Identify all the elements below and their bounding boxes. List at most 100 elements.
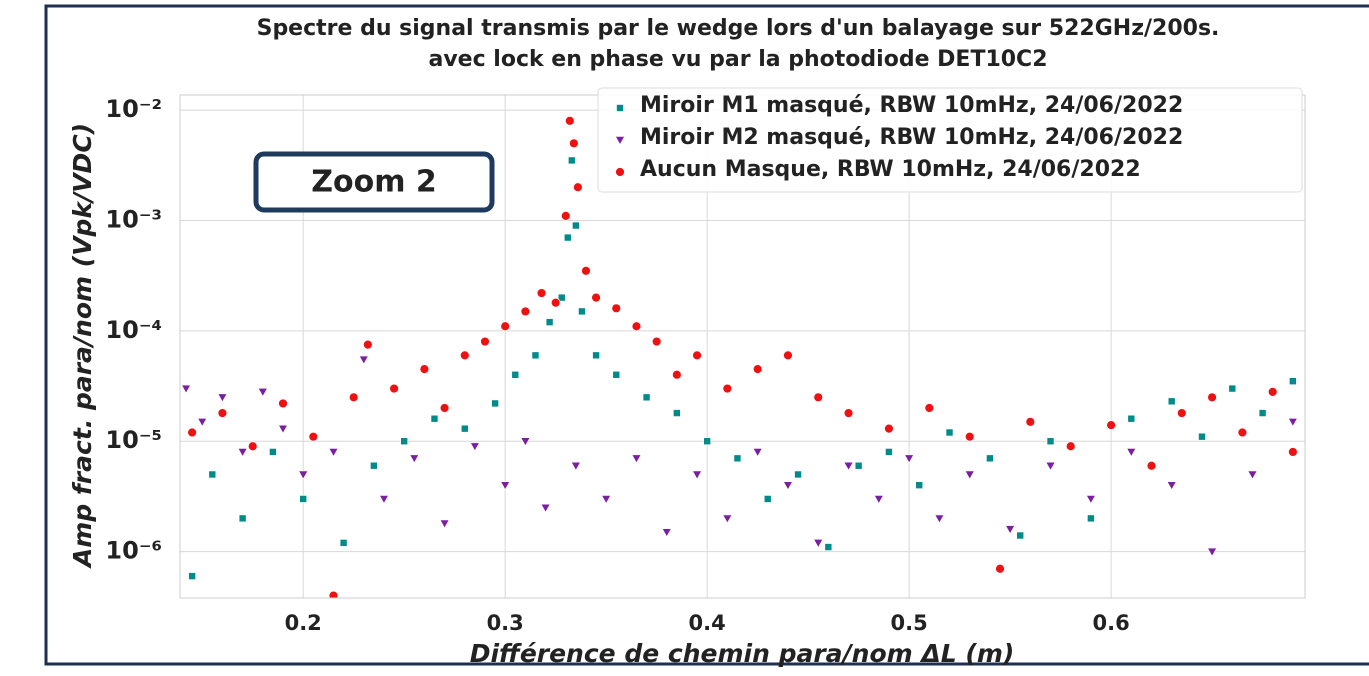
point [568,138,579,149]
point [578,307,586,316]
point [238,514,247,523]
point [884,423,894,434]
point [631,321,642,332]
point [873,495,884,505]
point [964,431,975,442]
point [247,441,258,452]
chart-title: Spectre du signal transmis par le wedge … [257,16,1220,41]
point [703,437,711,446]
point [564,115,575,126]
point [1005,525,1016,535]
point [964,470,975,480]
point [480,336,490,347]
point [491,399,499,408]
point [1207,392,1217,403]
point [520,306,531,317]
y-axis-label: Amp fract. para/nom (Vpk/VDC) [68,123,97,569]
point [460,424,469,433]
point [1287,417,1298,427]
point [995,563,1005,574]
point [257,388,268,397]
legend-label: Aucun Masque, RBW 10mHz, 24/06/2022 [640,157,1141,182]
point [188,572,196,580]
point [601,495,612,505]
point [1247,470,1258,480]
point [752,448,763,458]
point [572,221,580,230]
point [400,437,408,446]
point [269,448,277,456]
point [181,384,192,394]
point [1258,409,1267,417]
point [520,437,531,447]
annotation: Zoom 2 [311,165,437,200]
point [1065,441,1076,452]
point [557,293,566,302]
point [1287,447,1298,457]
point [615,167,625,177]
x-tick-label: 0.4 [689,611,726,635]
point [1106,420,1117,431]
point [409,454,420,464]
point [1289,377,1297,385]
point [362,339,373,350]
point [439,519,450,529]
point [722,383,733,394]
point [915,481,924,489]
point [389,383,399,394]
point [673,409,681,417]
point [1025,416,1036,427]
point [692,350,702,361]
point [1198,432,1206,441]
point [439,403,450,413]
point [783,350,793,361]
point [794,470,802,479]
point [570,461,581,471]
point [237,448,248,458]
point [358,355,369,365]
points [181,115,1298,598]
y-tick-label: 10⁻⁵ [105,426,162,454]
point [722,514,733,524]
x-tick-label: 0.6 [1093,611,1130,635]
point [328,448,339,458]
point [1126,448,1137,458]
x-tick-label: 0.3 [487,611,524,635]
point [661,528,672,538]
x-tick-label: 0.5 [891,611,928,635]
y-tick-label: 10⁻⁴ [105,316,162,344]
point [651,336,662,347]
point [692,470,703,480]
annotation-box [253,151,495,213]
legend-box [597,87,1303,193]
point [278,398,288,409]
point [563,233,572,242]
point [813,539,824,548]
point [1045,461,1056,471]
point [1127,414,1136,423]
point [824,543,833,551]
point [419,364,430,375]
point [885,448,893,456]
point [348,392,359,403]
point [328,590,339,598]
point [378,495,390,505]
point [592,351,600,360]
point [642,393,651,402]
point [531,351,540,360]
point [308,431,319,442]
point [536,288,547,298]
point [187,427,198,438]
point [550,297,561,308]
point [671,369,682,380]
point [1237,427,1248,438]
point [616,104,624,112]
point [339,539,348,547]
chart-title: avec lock en phase vu par la photodiode … [428,47,1047,72]
point [1146,460,1157,471]
point [904,454,915,464]
point [217,393,228,403]
point [568,156,576,165]
point [430,414,439,423]
